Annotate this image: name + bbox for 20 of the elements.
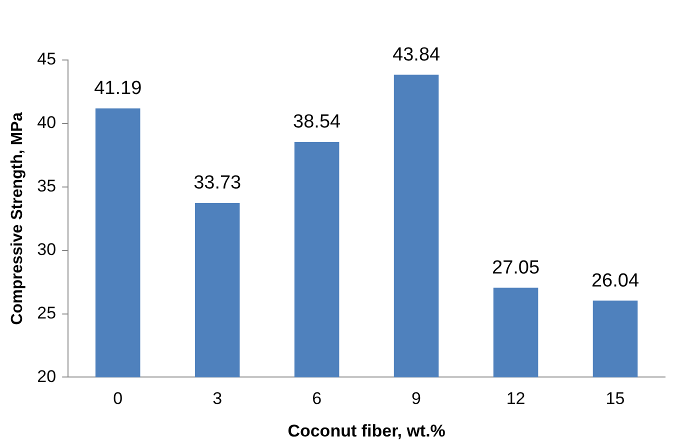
data-label: 43.84 [392, 44, 440, 66]
y-tick-label: 30 [37, 240, 56, 260]
y-tick-label: 25 [37, 303, 56, 322]
data-label: 41.19 [94, 78, 142, 100]
data-label: 26.04 [591, 270, 640, 292]
x-tick-label: 6 [312, 389, 322, 408]
data-label: 33.73 [194, 172, 242, 194]
x-tick-label: 12 [506, 389, 526, 408]
x-tick-label: 0 [113, 389, 123, 408]
x-tick-label: 9 [412, 389, 422, 408]
y-tick-label: 20 [37, 366, 56, 386]
data-label: 27.05 [492, 257, 540, 278]
x-tick-label: 3 [212, 389, 222, 408]
y-axis-title: Compressive Strength, MPa [9, 112, 26, 325]
y-tick-label: 45 [37, 50, 56, 69]
x-axis-title: Coconut fiber, wt.% [288, 421, 446, 440]
y-tick-label: 40 [37, 113, 56, 132]
x-tick-label: 15 [606, 389, 625, 408]
y-tick-label: 35 [37, 176, 56, 196]
data-label: 38.54 [293, 112, 342, 133]
